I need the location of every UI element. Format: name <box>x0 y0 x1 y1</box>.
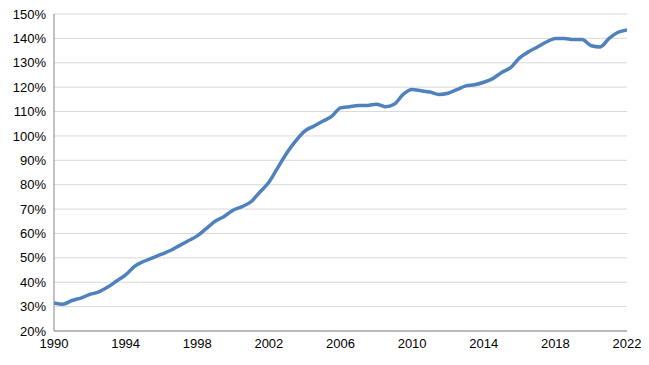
svg-text:20%: 20% <box>20 324 46 339</box>
svg-text:80%: 80% <box>20 177 46 192</box>
svg-text:60%: 60% <box>20 226 46 241</box>
svg-text:2014: 2014 <box>469 336 498 351</box>
svg-text:110%: 110% <box>14 104 47 119</box>
svg-text:30%: 30% <box>20 299 46 314</box>
svg-text:140%: 140% <box>13 31 47 46</box>
svg-text:90%: 90% <box>20 153 46 168</box>
svg-text:2018: 2018 <box>541 336 570 351</box>
svg-text:2010: 2010 <box>398 336 427 351</box>
svg-text:150%: 150% <box>13 8 47 22</box>
svg-text:50%: 50% <box>20 250 46 265</box>
svg-text:1990: 1990 <box>39 336 69 352</box>
svg-text:130%: 130% <box>13 55 47 70</box>
svg-text:1994: 1994 <box>111 336 140 351</box>
svg-text:1998: 1998 <box>183 336 212 351</box>
svg-text:40%: 40% <box>20 275 46 290</box>
svg-text:100%: 100% <box>13 129 47 144</box>
svg-text:2002: 2002 <box>254 336 283 351</box>
svg-text:2022: 2022 <box>613 336 641 351</box>
svg-text:2006: 2006 <box>326 336 355 351</box>
svg-text:70%: 70% <box>20 202 46 217</box>
svg-text:120%: 120% <box>13 80 47 95</box>
